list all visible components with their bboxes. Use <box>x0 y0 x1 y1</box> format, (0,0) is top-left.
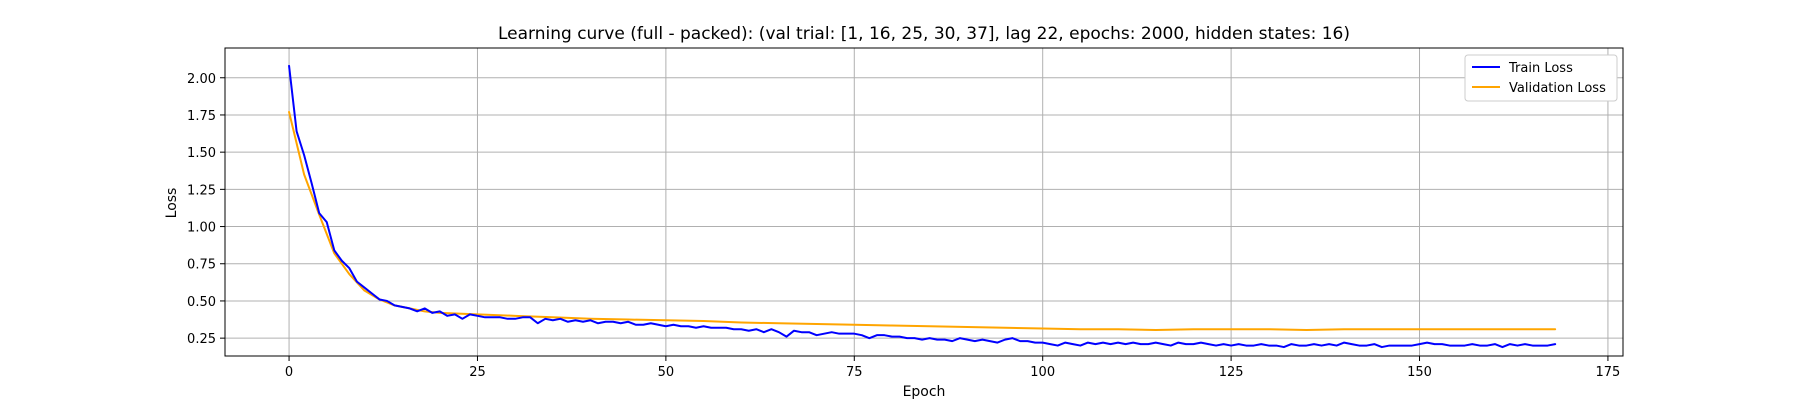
legend-train-label: Train Loss <box>1508 61 1573 76</box>
y-tick-label: 0.50 <box>187 295 216 310</box>
y-tick-label: 1.50 <box>187 146 216 161</box>
y-tick-label: 0.75 <box>187 258 216 273</box>
x-tick-label: 100 <box>1030 365 1055 380</box>
x-axis-label: Epoch <box>903 384 946 400</box>
y-tick-label: 1.00 <box>187 221 216 236</box>
plot-series <box>288 64 1557 349</box>
validation-loss-line <box>288 110 1557 331</box>
y-tick-label: 0.25 <box>187 332 216 347</box>
x-tick-label: 150 <box>1407 365 1432 380</box>
x-tick-label: 175 <box>1596 365 1621 380</box>
train-loss-line <box>288 64 1557 349</box>
legend: Train Loss Validation Loss <box>1464 54 1618 102</box>
x-tick-label: 50 <box>658 365 675 380</box>
legend-box <box>1464 54 1618 102</box>
grid-lines <box>225 48 1623 356</box>
x-tick-label: 0 <box>285 365 293 380</box>
plot-frame <box>224 47 1624 357</box>
chart-title: Learning curve (full - packed): (val tri… <box>498 24 1350 44</box>
x-tick-label: 25 <box>469 365 486 380</box>
y-tick-label: 2.00 <box>187 72 216 87</box>
x-tick-label: 125 <box>1219 365 1244 380</box>
x-tick-label: 75 <box>846 365 863 380</box>
y-axis-label: Loss <box>164 188 180 219</box>
x-axis-ticks: 0 25 50 75 100 125 150 175 <box>285 356 1620 380</box>
y-tick-label: 1.75 <box>187 109 216 124</box>
legend-validation-label: Validation Loss <box>1509 81 1606 96</box>
y-tick-label: 1.25 <box>187 183 216 198</box>
y-axis-ticks: 0.25 0.50 0.75 1.00 1.25 1.50 1.75 2.00 <box>187 72 225 347</box>
